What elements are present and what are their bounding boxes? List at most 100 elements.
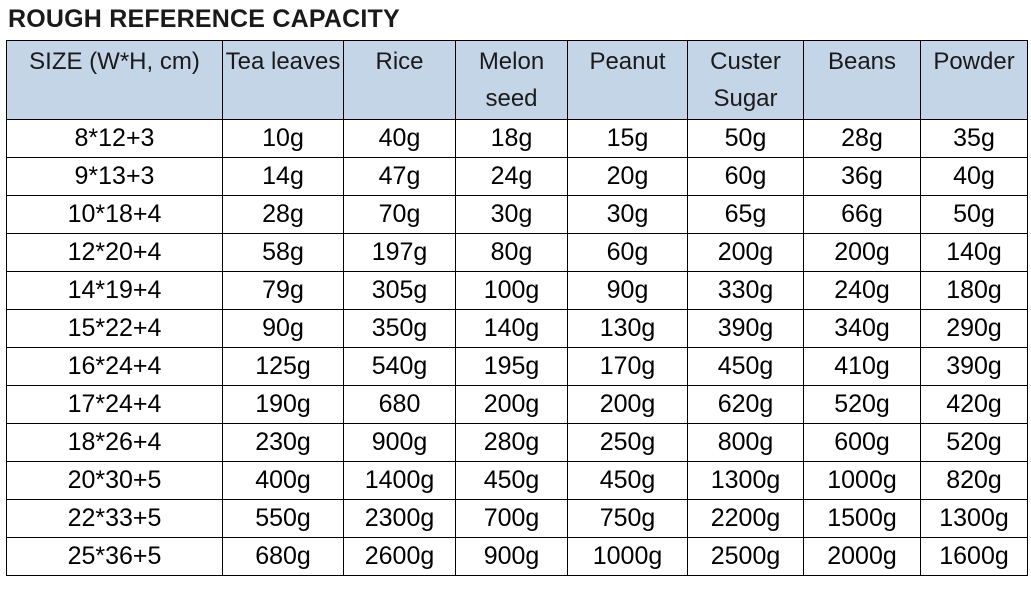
table-row: 18*26+4 230g 900g 280g 250g 800g 600g 520g <box>6 423 1028 462</box>
table-row: 16*24+4 125g 540g 195g 170g 450g 410g 390g <box>6 347 1028 386</box>
cell-custer-sugar: 2500g <box>687 537 804 576</box>
cell-custer-sugar: 330g <box>687 271 804 310</box>
cell-size: 8*12+3 <box>6 119 223 158</box>
cell-tea-leaves: 10g <box>222 119 344 158</box>
cell-melon-seed: 140g <box>455 309 568 348</box>
table-row: 15*22+4 90g 350g 140g 130g 390g 340g 290g <box>6 309 1028 348</box>
cell-melon-seed: 700g <box>455 499 568 538</box>
cell-size: 14*19+4 <box>6 271 223 310</box>
cell-tea-leaves: 400g <box>222 461 344 500</box>
cell-powder: 820g <box>920 461 1028 500</box>
cell-size: 9*13+3 <box>6 157 223 196</box>
cell-beans: 340g <box>803 309 921 348</box>
cell-powder: 180g <box>920 271 1028 310</box>
cell-peanut: 15g <box>567 119 688 158</box>
cell-peanut: 20g <box>567 157 688 196</box>
cell-rice: 1400g <box>343 461 456 500</box>
table-row: 25*36+5 680g 2600g 900g 1000g 2500g 2000g 1600g <box>6 537 1028 576</box>
capacity-table: SIZE (W*H, cm) Tea leaves Rice Melon see… <box>6 40 1028 576</box>
cell-custer-sugar: 390g <box>687 309 804 348</box>
cell-custer-sugar: 800g <box>687 423 804 462</box>
cell-melon-seed: 80g <box>455 233 568 272</box>
cell-tea-leaves: 28g <box>222 195 344 234</box>
cell-rice: 197g <box>343 233 456 272</box>
table-body: 8*12+3 10g 40g 18g 15g 50g 28g 35g 9*13+3 14g 47g 2… <box>6 119 1028 576</box>
cell-size: 15*22+4 <box>6 309 223 348</box>
cell-powder: 50g <box>920 195 1028 234</box>
cell-size: 10*18+4 <box>6 195 223 234</box>
cell-size: 25*36+5 <box>6 537 223 576</box>
cell-tea-leaves: 680g <box>222 537 344 576</box>
cell-custer-sugar: 1300g <box>687 461 804 500</box>
cell-custer-sugar: 2200g <box>687 499 804 538</box>
cell-beans: 600g <box>803 423 921 462</box>
cell-melon-seed: 18g <box>455 119 568 158</box>
header-custer-sugar: Custer Sugar <box>687 40 804 120</box>
cell-rice: 680 <box>343 385 456 424</box>
header-powder: Powder <box>920 40 1028 120</box>
cell-beans: 240g <box>803 271 921 310</box>
cell-size: 18*26+4 <box>6 423 223 462</box>
cell-size: 12*20+4 <box>6 233 223 272</box>
cell-powder: 420g <box>920 385 1028 424</box>
cell-melon-seed: 195g <box>455 347 568 386</box>
cell-peanut: 170g <box>567 347 688 386</box>
table-row: 9*13+3 14g 47g 24g 20g 60g 36g 40g <box>6 157 1028 196</box>
header-rice: Rice <box>343 40 456 120</box>
cell-powder: 1600g <box>920 537 1028 576</box>
cell-melon-seed: 900g <box>455 537 568 576</box>
cell-custer-sugar: 60g <box>687 157 804 196</box>
cell-peanut: 1000g <box>567 537 688 576</box>
cell-beans: 200g <box>803 233 921 272</box>
cell-custer-sugar: 450g <box>687 347 804 386</box>
cell-size: 16*24+4 <box>6 347 223 386</box>
cell-melon-seed: 30g <box>455 195 568 234</box>
cell-melon-seed: 280g <box>455 423 568 462</box>
cell-beans: 1000g <box>803 461 921 500</box>
cell-beans: 1500g <box>803 499 921 538</box>
cell-size: 22*33+5 <box>6 499 223 538</box>
table-row: 12*20+4 58g 197g 80g 60g 200g 200g 140g <box>6 233 1028 272</box>
page-title: ROUGH REFERENCE CAPACITY <box>8 5 400 33</box>
table-row: 22*33+5 550g 2300g 700g 750g 2200g 1500g 1300g <box>6 499 1028 538</box>
cell-rice: 70g <box>343 195 456 234</box>
cell-tea-leaves: 550g <box>222 499 344 538</box>
cell-peanut: 250g <box>567 423 688 462</box>
cell-melon-seed: 100g <box>455 271 568 310</box>
cell-rice: 47g <box>343 157 456 196</box>
header-peanut: Peanut <box>567 40 688 120</box>
cell-melon-seed: 200g <box>455 385 568 424</box>
header-beans: Beans <box>803 40 921 120</box>
cell-powder: 40g <box>920 157 1028 196</box>
cell-custer-sugar: 620g <box>687 385 804 424</box>
cell-beans: 66g <box>803 195 921 234</box>
cell-size: 17*24+4 <box>6 385 223 424</box>
cell-tea-leaves: 125g <box>222 347 344 386</box>
header-melon-seed: Melon seed <box>455 40 568 120</box>
cell-powder: 35g <box>920 119 1028 158</box>
cell-powder: 290g <box>920 309 1028 348</box>
cell-rice: 305g <box>343 271 456 310</box>
header-size: SIZE (W*H, cm) <box>6 40 223 120</box>
cell-peanut: 90g <box>567 271 688 310</box>
cell-custer-sugar: 50g <box>687 119 804 158</box>
table-row: 17*24+4 190g 680 200g 200g 620g 520g 420g <box>6 385 1028 424</box>
cell-tea-leaves: 79g <box>222 271 344 310</box>
cell-beans: 28g <box>803 119 921 158</box>
cell-rice: 900g <box>343 423 456 462</box>
cell-beans: 2000g <box>803 537 921 576</box>
table-row: 8*12+3 10g 40g 18g 15g 50g 28g 35g <box>6 119 1028 158</box>
cell-peanut: 450g <box>567 461 688 500</box>
cell-peanut: 60g <box>567 233 688 272</box>
cell-beans: 410g <box>803 347 921 386</box>
cell-tea-leaves: 14g <box>222 157 344 196</box>
cell-tea-leaves: 90g <box>222 309 344 348</box>
cell-powder: 390g <box>920 347 1028 386</box>
cell-rice: 540g <box>343 347 456 386</box>
header-row: SIZE (W*H, cm) Tea leaves Rice Melon see… <box>6 40 1028 120</box>
table-row: 14*19+4 79g 305g 100g 90g 330g 240g 180g <box>6 271 1028 310</box>
cell-powder: 140g <box>920 233 1028 272</box>
cell-rice: 2300g <box>343 499 456 538</box>
table-row: 20*30+5 400g 1400g 450g 450g 1300g 1000g 820g <box>6 461 1028 500</box>
cell-tea-leaves: 58g <box>222 233 344 272</box>
